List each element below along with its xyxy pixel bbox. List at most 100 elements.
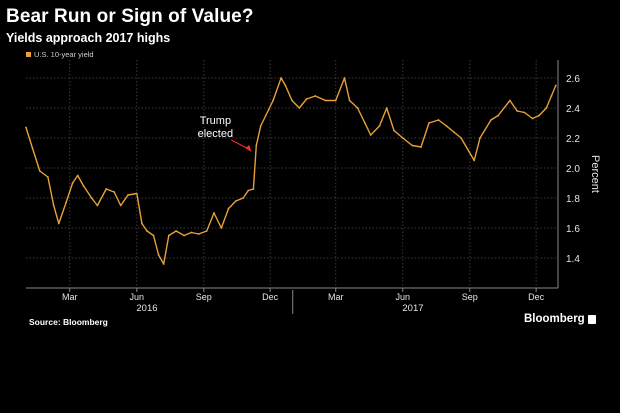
data-point [259, 125, 262, 127]
data-point [452, 131, 455, 133]
data-point [38, 170, 41, 172]
data-point [538, 114, 540, 117]
data-point [167, 234, 170, 237]
data-point [291, 99, 293, 102]
data-point [437, 119, 440, 121]
x-tick-label: Sep [196, 292, 212, 302]
y-tick-label: 2.2 [566, 134, 580, 145]
x-tick-label: Jun [396, 292, 411, 302]
data-point [401, 137, 404, 139]
data-point [378, 125, 381, 127]
y-axis-title: Percent [589, 155, 601, 193]
data-point [490, 119, 492, 121]
data-point [25, 126, 27, 129]
data-point [71, 182, 74, 184]
data-point [205, 230, 208, 232]
data-point [157, 254, 160, 256]
data-point [119, 204, 122, 207]
y-tick-label: 2.4 [566, 104, 580, 115]
data-point [46, 176, 49, 178]
data-point [152, 234, 155, 237]
data-point [393, 129, 395, 132]
x-tick-label: Jun [130, 292, 145, 302]
data-point [82, 185, 85, 187]
year-label: 2016 [136, 303, 157, 314]
data-point [264, 114, 267, 117]
data-point [65, 201, 67, 204]
data-point [284, 84, 287, 87]
series-line-us-10-year-yield [25, 77, 557, 265]
legend-label: U.S. 10-year yield [34, 50, 94, 59]
data-point [428, 122, 430, 124]
data-point [242, 197, 245, 199]
y-tick-label: 2.0 [566, 164, 580, 175]
data-point [280, 77, 282, 79]
data-point [324, 99, 327, 102]
data-point [314, 95, 317, 97]
data-point [105, 188, 108, 190]
data-point [252, 188, 255, 190]
data-point [348, 99, 351, 102]
data-point [343, 77, 346, 79]
brand-logo: Bloomberg [524, 313, 596, 325]
data-point [213, 212, 215, 214]
data-point [247, 189, 250, 192]
axes: 1.4 1.6 1.8 2.0 2.2 2.4 2.6 Mar Jun Sep Dec Mar Jun S… [26, 60, 601, 314]
data-point [385, 107, 388, 109]
series-layer [25, 77, 557, 265]
data-point [135, 192, 138, 195]
annotation-text: elected [198, 128, 233, 140]
data-point [445, 125, 448, 127]
y-tick-label: 1.4 [566, 254, 580, 265]
legend-swatch [26, 52, 31, 57]
data-point [523, 111, 526, 114]
data-point [52, 204, 55, 207]
data-point [411, 144, 414, 147]
x-tick-label: Dec [262, 292, 279, 302]
data-point [31, 147, 34, 150]
chart-title: Bear Run or Sign of Value? [6, 6, 254, 27]
data-point [96, 204, 99, 207]
data-point [554, 84, 557, 87]
chart-subtitle: Yields approach 2017 highs [6, 31, 171, 45]
source-note: Source: Bloomberg [29, 317, 108, 327]
data-point [140, 222, 143, 225]
x-tick-label: Sep [462, 292, 478, 302]
data-point [369, 134, 372, 136]
x-tick-label: Mar [62, 292, 78, 302]
data-point [272, 99, 274, 102]
year-label: 2017 [402, 303, 423, 314]
data-point [127, 194, 129, 196]
x-tick-label: Dec [528, 292, 545, 302]
data-point [76, 174, 79, 177]
bloomberg-icon [587, 314, 596, 324]
annotation-arrowhead [245, 145, 252, 152]
data-point [220, 227, 223, 229]
data-point [479, 137, 481, 139]
data-point [190, 231, 193, 234]
data-point [545, 107, 548, 109]
data-point [509, 99, 511, 102]
data-point [363, 122, 366, 124]
data-point [420, 146, 422, 148]
data-point [356, 107, 359, 109]
data-point [550, 95, 553, 97]
legend: U.S. 10-year yield [26, 50, 94, 59]
data-point [531, 117, 534, 120]
data-point [227, 207, 230, 210]
annotation-text: Trump [200, 115, 231, 127]
data-point [305, 98, 308, 100]
data-point [255, 144, 258, 147]
data-point [146, 230, 148, 232]
data-point [90, 197, 93, 199]
data-point [298, 107, 301, 109]
y-tick-label: 1.6 [566, 224, 580, 235]
y-tick-label: 2.6 [566, 74, 580, 85]
data-point [234, 200, 237, 202]
data-point [57, 222, 60, 225]
brand-name: Bloomberg [524, 313, 585, 325]
data-point [183, 234, 186, 237]
y-tick-label: 1.8 [566, 194, 580, 205]
